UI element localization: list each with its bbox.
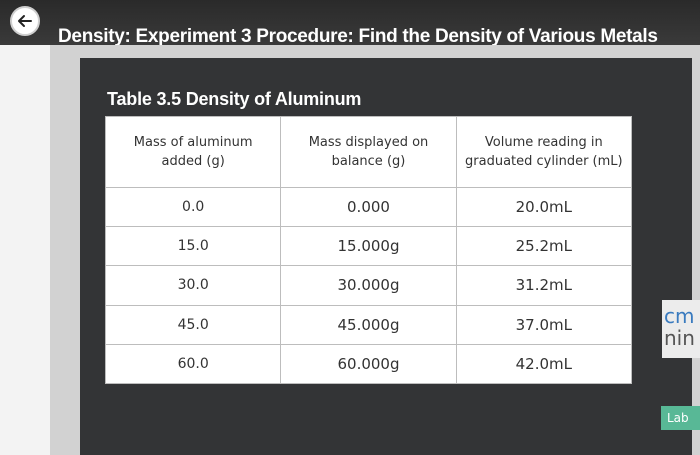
top-bar: Density: Experiment 3 Procedure: Find th… <box>0 0 700 47</box>
cell-volume-reading[interactable]: 20.0mL <box>455 186 633 228</box>
table-row: 0.0 0.000 20.0mL <box>104 186 633 228</box>
cell-mass-displayed[interactable]: 45.000g <box>280 304 457 345</box>
table-title: Table 3.5 Density of Aluminum <box>107 89 362 109</box>
lab-tab[interactable]: Lab <box>661 406 700 430</box>
left-panel <box>0 45 50 455</box>
cell-volume-reading[interactable]: 31.2mL <box>455 265 633 306</box>
header-mass-added: Mass of aluminum added (g) <box>104 116 282 188</box>
cell-mass-displayed[interactable]: 15.000g <box>280 226 457 267</box>
cell-mass-added: 30.0 <box>104 265 282 306</box>
partial-text: nin <box>664 326 695 350</box>
right-side-panel: cm nin <box>662 300 700 358</box>
cell-volume-reading[interactable]: 25.2mL <box>455 226 633 267</box>
table-row: 60.0 60.000g 42.0mL <box>104 343 633 385</box>
cell-volume-reading[interactable]: 42.0mL <box>455 343 633 385</box>
table-header-row: Mass of aluminum added (g) Mass displaye… <box>104 116 633 188</box>
cell-mass-displayed[interactable]: 60.000g <box>280 343 457 385</box>
density-table: Mass of aluminum added (g) Mass displaye… <box>104 116 633 385</box>
header-volume-reading: Volume reading in graduated cylinder (mL… <box>455 116 633 188</box>
cell-volume-reading[interactable]: 37.0mL <box>455 304 633 345</box>
cell-mass-displayed[interactable]: 0.000 <box>280 186 457 228</box>
table-row: 45.0 45.000g 37.0mL <box>104 304 633 345</box>
table-row: 30.0 30.000g 31.2mL <box>104 265 633 306</box>
page-title: Density: Experiment 3 Procedure: Find th… <box>58 26 658 47</box>
data-table-container: Mass of aluminum added (g) Mass displaye… <box>104 116 633 385</box>
cell-mass-displayed[interactable]: 30.000g <box>280 265 457 306</box>
cell-mass-added: 0.0 <box>104 186 282 228</box>
partial-link-text[interactable]: cm <box>664 304 695 328</box>
cell-mass-added: 60.0 <box>104 343 282 385</box>
arrow-left-icon <box>18 15 32 27</box>
back-button[interactable] <box>10 6 40 36</box>
cell-mass-added: 45.0 <box>104 304 282 345</box>
cell-mass-added: 15.0 <box>104 226 282 267</box>
table-row: 15.0 15.000g 25.2mL <box>104 226 633 267</box>
header-mass-displayed: Mass displayed on balance (g) <box>280 116 457 188</box>
